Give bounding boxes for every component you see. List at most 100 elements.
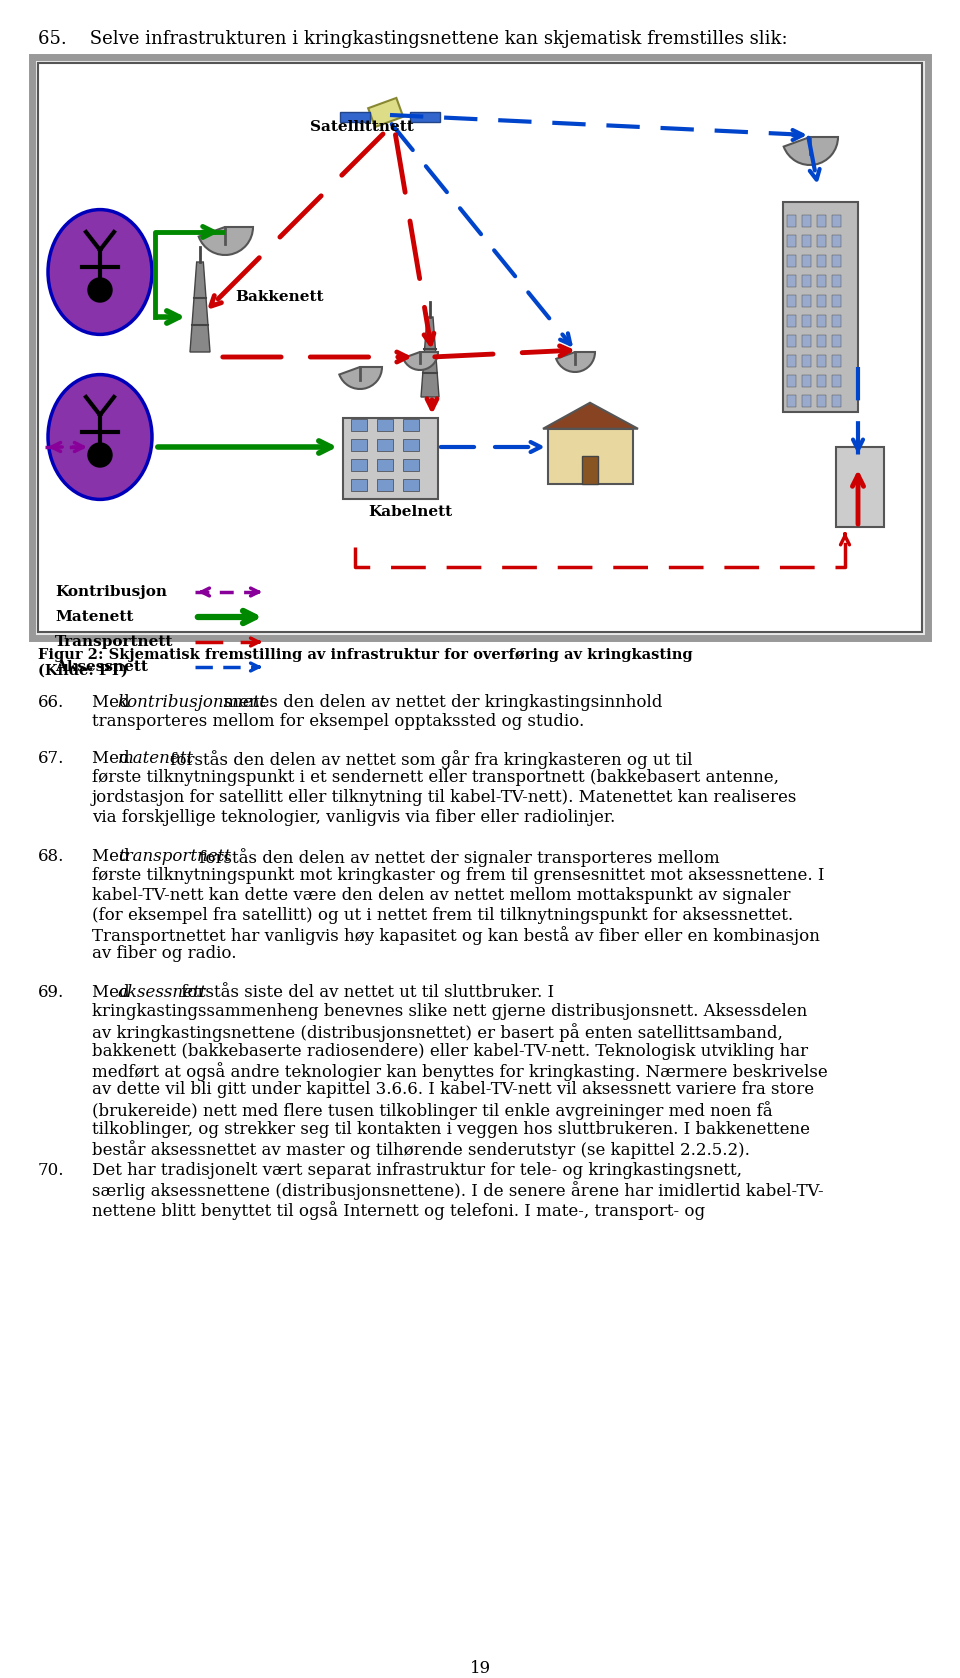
Polygon shape bbox=[421, 317, 439, 398]
Bar bbox=[787, 295, 796, 307]
Bar bbox=[802, 315, 811, 327]
Text: kringkastingssammenheng benevnes slike nett gjerne distribusjonsnett. Aksessdele: kringkastingssammenheng benevnes slike n… bbox=[92, 1003, 807, 1020]
Bar bbox=[832, 315, 841, 327]
Text: kabel-TV-nett kan dette være den delen av nettet mellom mottakspunkt av signaler: kabel-TV-nett kan dette være den delen a… bbox=[92, 888, 790, 904]
Bar bbox=[343, 418, 438, 498]
Text: menes den delen av nettet der kringkastingsinnhold: menes den delen av nettet der kringkasti… bbox=[218, 695, 662, 711]
Text: første tilknytningspunkt i et sendernett eller transportnett (bakkebasert antenn: første tilknytningspunkt i et sendernett… bbox=[92, 770, 779, 787]
Bar bbox=[403, 420, 419, 431]
Bar bbox=[787, 374, 796, 388]
Text: Aksessnett: Aksessnett bbox=[55, 659, 148, 675]
Wedge shape bbox=[403, 352, 438, 371]
Bar bbox=[802, 295, 811, 307]
Bar bbox=[351, 420, 367, 431]
Text: 69.: 69. bbox=[38, 983, 64, 1002]
Bar bbox=[368, 97, 403, 128]
Text: 65.    Selve infrastrukturen i kringkastingsnettene kan skjematisk fremstilles s: 65. Selve infrastrukturen i kringkasting… bbox=[38, 30, 787, 49]
Text: via forskjellige teknologier, vanligvis via fiber eller radiolinjer.: via forskjellige teknologier, vanligvis … bbox=[92, 809, 615, 826]
Text: nettene blitt benyttet til også Internett og telefoni. I mate-, transport- og: nettene blitt benyttet til også Internet… bbox=[92, 1201, 706, 1220]
Wedge shape bbox=[783, 138, 838, 164]
Text: består aksessnettet av master og tilhørende senderutstyr (se kapittel 2.2.5.2).: består aksessnettet av master og tilhøre… bbox=[92, 1139, 750, 1159]
Bar bbox=[802, 336, 811, 347]
Bar bbox=[832, 215, 841, 227]
Bar bbox=[787, 336, 796, 347]
Bar bbox=[582, 456, 598, 483]
Bar bbox=[817, 255, 826, 267]
Bar bbox=[832, 255, 841, 267]
Bar bbox=[817, 374, 826, 388]
Wedge shape bbox=[199, 227, 253, 255]
Text: 66.: 66. bbox=[38, 695, 64, 711]
Bar bbox=[802, 275, 811, 287]
Bar bbox=[340, 112, 370, 122]
Text: Transportnett: Transportnett bbox=[55, 634, 174, 649]
Bar bbox=[802, 356, 811, 367]
Bar bbox=[802, 235, 811, 247]
Bar bbox=[817, 336, 826, 347]
Text: aksessnett: aksessnett bbox=[118, 983, 207, 1002]
Text: Med: Med bbox=[92, 695, 134, 711]
Bar bbox=[32, 57, 928, 638]
Bar bbox=[787, 315, 796, 327]
Bar bbox=[817, 356, 826, 367]
Bar bbox=[817, 315, 826, 327]
Text: Med: Med bbox=[92, 750, 134, 767]
Bar bbox=[817, 275, 826, 287]
Bar bbox=[832, 275, 841, 287]
Text: Det har tradisjonelt vært separat infrastruktur for tele- og kringkastingsnett,: Det har tradisjonelt vært separat infras… bbox=[92, 1161, 742, 1180]
Bar bbox=[351, 440, 367, 451]
Bar bbox=[377, 460, 393, 472]
Text: 19: 19 bbox=[469, 1660, 491, 1676]
Text: av fiber og radio.: av fiber og radio. bbox=[92, 945, 236, 963]
Bar bbox=[403, 440, 419, 451]
Bar bbox=[787, 215, 796, 227]
Text: 70.: 70. bbox=[38, 1161, 64, 1180]
Text: (brukereide) nett med flere tusen tilkoblinger til enkle avgreininger med noen f: (brukereide) nett med flere tusen tilkob… bbox=[92, 1101, 773, 1119]
Circle shape bbox=[88, 443, 112, 466]
Bar bbox=[787, 235, 796, 247]
Text: Med: Med bbox=[92, 847, 134, 864]
Bar bbox=[817, 295, 826, 307]
Polygon shape bbox=[190, 262, 210, 352]
Ellipse shape bbox=[48, 374, 152, 500]
Bar bbox=[783, 201, 858, 413]
Text: av kringkastingsnettene (distribusjonsnettet) er basert på enten satellittsamban: av kringkastingsnettene (distribusjonsne… bbox=[92, 1024, 782, 1042]
Text: Med: Med bbox=[92, 983, 134, 1002]
Bar bbox=[817, 215, 826, 227]
Text: forstås den delen av nettet der signaler transporteres mellom: forstås den delen av nettet der signaler… bbox=[194, 847, 720, 868]
Bar bbox=[410, 112, 440, 122]
Text: Figur 2: Skjematisk fremstilling av infrastruktur for overføring av kringkasting: Figur 2: Skjematisk fremstilling av infr… bbox=[38, 648, 692, 663]
Bar bbox=[377, 420, 393, 431]
Text: Satellittnett: Satellittnett bbox=[310, 121, 414, 134]
Text: forstås siste del av nettet ut til sluttbruker. I: forstås siste del av nettet ut til slutt… bbox=[177, 983, 555, 1002]
Bar bbox=[832, 394, 841, 408]
Bar bbox=[832, 374, 841, 388]
Text: transportnett: transportnett bbox=[118, 847, 230, 864]
Text: jordstasjon for satellitt eller tilknytning til kabel-TV-nett). Matenettet kan r: jordstasjon for satellitt eller tilknytn… bbox=[92, 789, 798, 805]
Bar bbox=[351, 478, 367, 492]
Text: transporteres mellom for eksempel opptakssted og studio.: transporteres mellom for eksempel opptak… bbox=[92, 713, 585, 730]
Bar bbox=[548, 430, 633, 483]
Text: Bakkenett: Bakkenett bbox=[235, 290, 324, 304]
Text: kontribusjonsnett: kontribusjonsnett bbox=[118, 695, 267, 711]
Bar bbox=[832, 356, 841, 367]
Text: forstås den delen av nettet som går fra kringkasteren og ut til: forstås den delen av nettet som går fra … bbox=[165, 750, 692, 769]
Ellipse shape bbox=[48, 210, 152, 334]
Bar bbox=[832, 235, 841, 247]
Bar bbox=[836, 446, 884, 527]
Text: første tilknytningspunkt mot kringkaster og frem til grensesnittet mot aksessnet: første tilknytningspunkt mot kringkaster… bbox=[92, 868, 825, 884]
Bar bbox=[802, 374, 811, 388]
Text: særlig aksessnettene (distribusjonsnettene). I de senere årene har imidlertid ka: særlig aksessnettene (distribusjonsnette… bbox=[92, 1181, 824, 1200]
Text: 68.: 68. bbox=[38, 847, 64, 864]
Text: Kontribusjon: Kontribusjon bbox=[55, 586, 167, 599]
Bar bbox=[832, 336, 841, 347]
Bar bbox=[802, 215, 811, 227]
Bar bbox=[787, 255, 796, 267]
Wedge shape bbox=[339, 367, 382, 389]
Bar bbox=[787, 275, 796, 287]
Bar bbox=[403, 460, 419, 472]
Polygon shape bbox=[543, 403, 638, 430]
Bar bbox=[351, 460, 367, 472]
Bar bbox=[38, 64, 922, 633]
Bar bbox=[817, 394, 826, 408]
